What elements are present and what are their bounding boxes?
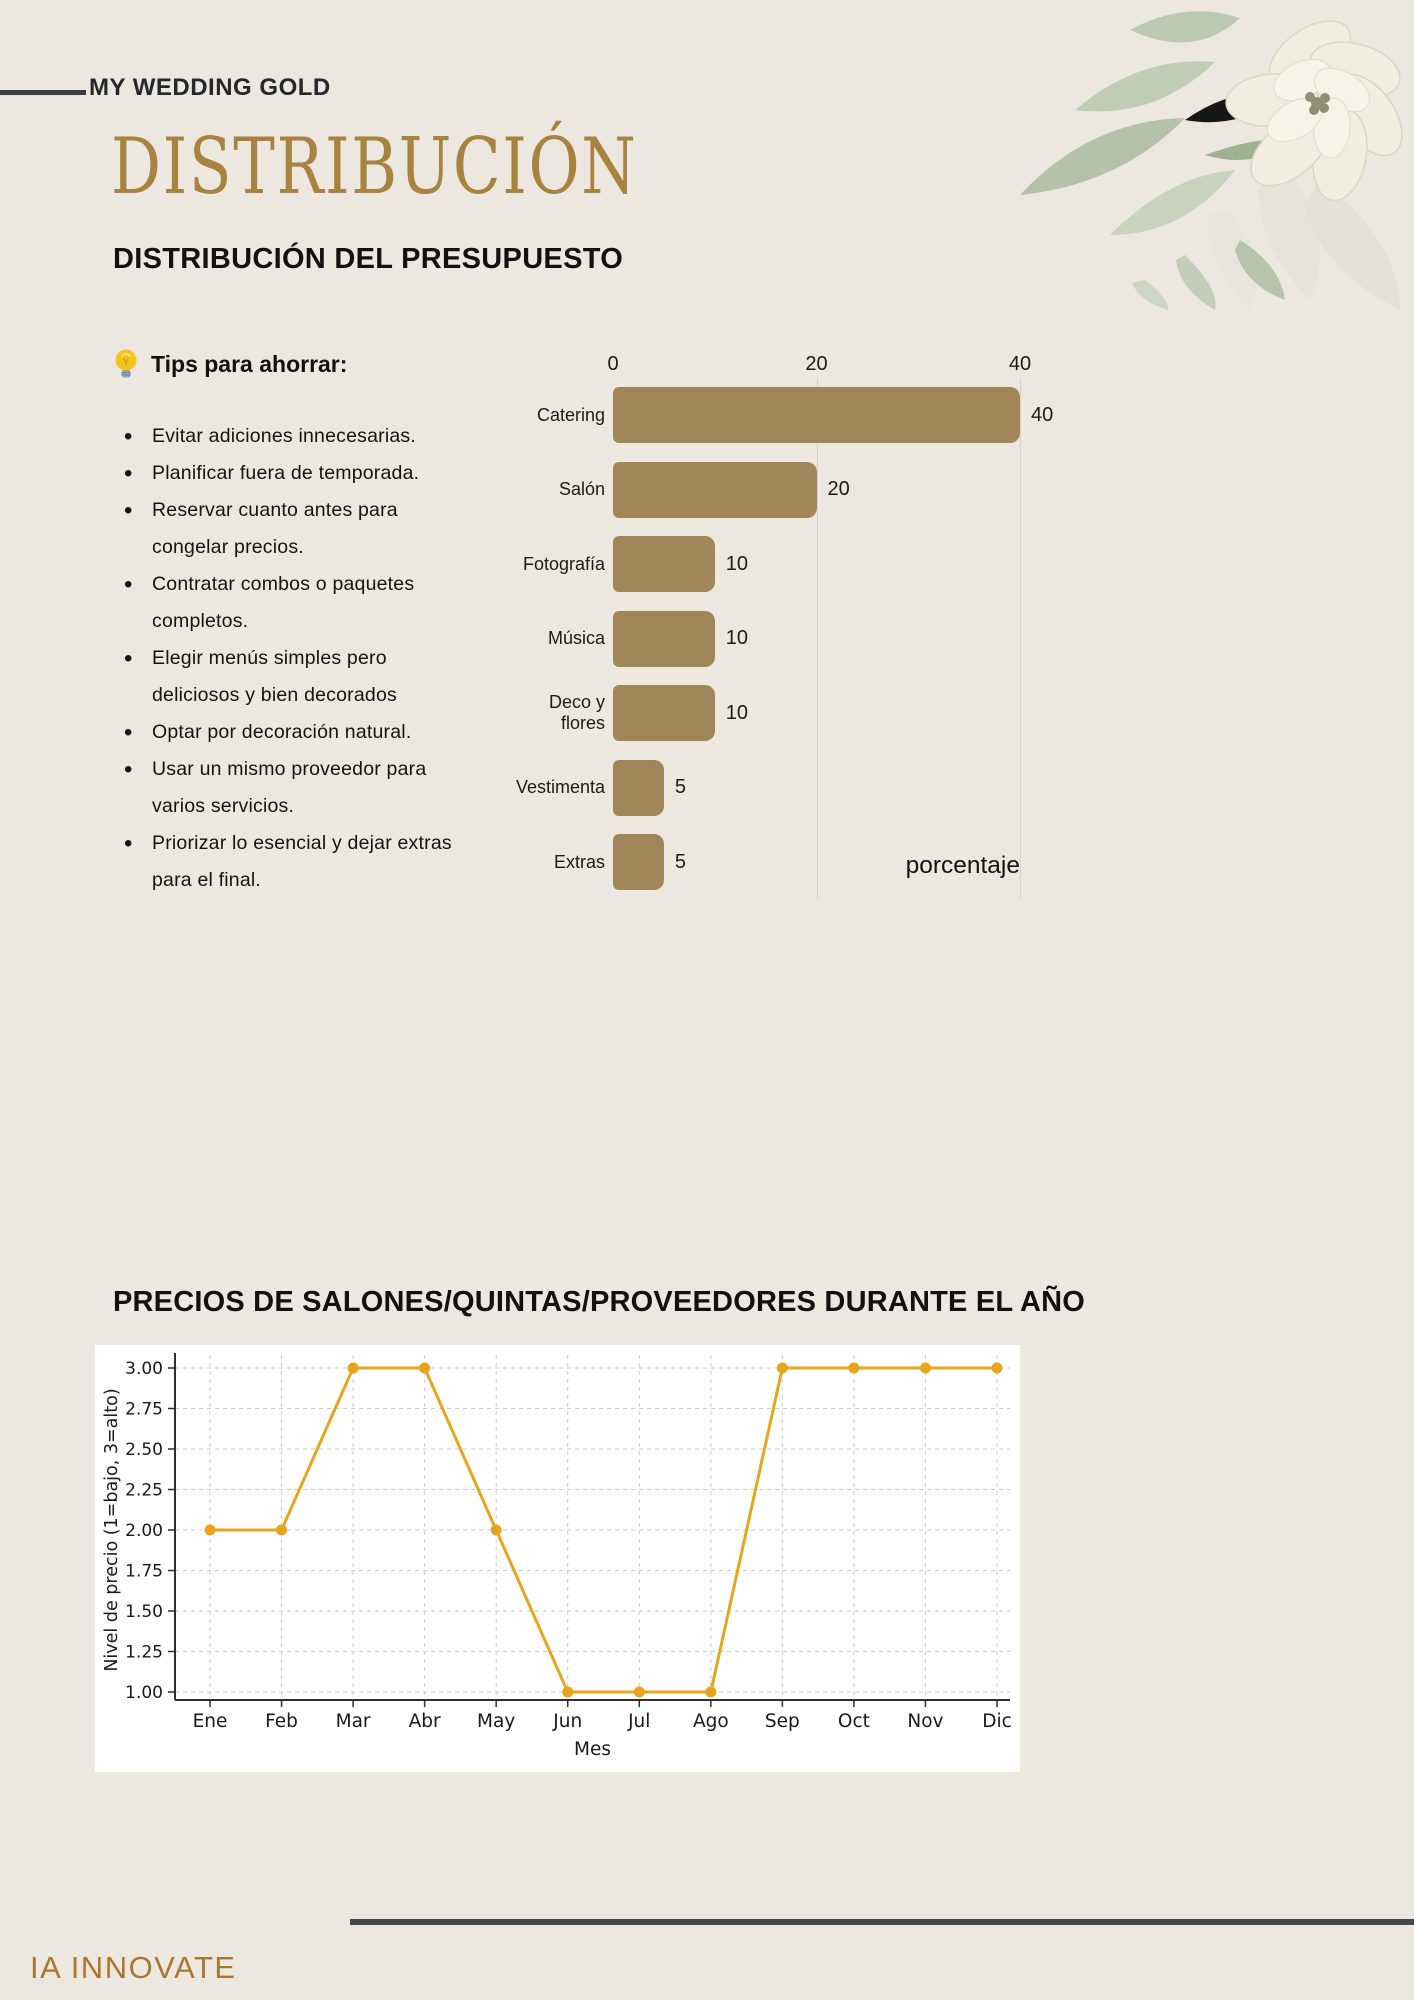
bar-value-label: 20 — [827, 478, 850, 501]
x-tick-label: Dic — [982, 1711, 1012, 1732]
bar-value-label: 10 — [725, 627, 748, 650]
bar-axis-title: porcentaje — [905, 852, 1020, 879]
data-point — [919, 1362, 931, 1374]
bar — [613, 834, 664, 891]
bar-category-label: Deco y flores — [548, 692, 605, 734]
header-rule — [0, 90, 86, 95]
x-tick-label: Jun — [552, 1711, 582, 1732]
bar-category-label: Vestimenta — [515, 777, 605, 798]
bar-row: Salón 20 — [505, 453, 1070, 528]
y-tick-label: 1.50 — [125, 1602, 163, 1622]
bar — [613, 685, 715, 742]
x-tick-label: Ene — [193, 1711, 228, 1732]
y-tick-label: 2.50 — [125, 1440, 163, 1460]
lightbulb-icon — [115, 349, 137, 378]
bar-gridline — [1020, 378, 1021, 900]
floral-decoration — [1020, 11, 1403, 310]
bar-category-label: Fotografía — [522, 553, 605, 574]
y-tick-label: 2.00 — [125, 1521, 163, 1541]
bar-category-label: Catering — [536, 404, 605, 425]
price-line-chart-panel: 1.00 1.25 1.50 1.75 2.00 2.25 2.50 2.75 3.00 Ene F… — [95, 1345, 1020, 1772]
section-title: PRECIOS DE SALONES/QUINTAS/PROVEEDORES D… — [113, 1286, 1086, 1318]
bar-value-label: 40 — [1031, 403, 1054, 426]
tip-item: Priorizar lo esencial y dejar extras par… — [122, 825, 470, 899]
y-tick-label: 2.75 — [125, 1400, 163, 1420]
x-tick-label: Abr — [409, 1711, 441, 1732]
y-tick-label: 1.75 — [125, 1562, 163, 1582]
x-tick-label: Jul — [627, 1711, 650, 1732]
tip-item: Usar un mismo proveedor para varios serv… — [122, 751, 470, 825]
bar-category-label: Salón — [558, 479, 605, 500]
bar — [613, 759, 664, 816]
x-tick-label: Ago — [693, 1711, 729, 1732]
x-tick-label: Nov — [907, 1711, 943, 1732]
bar — [613, 536, 715, 593]
page-title: DISTRIBUCIÓN — [111, 122, 638, 212]
bar — [613, 461, 817, 518]
bar-row: Deco y flores 10 — [505, 676, 1070, 751]
bar-category-label: Música — [547, 628, 605, 649]
bar-row: Extras 5 — [505, 825, 1070, 900]
tips-header: Tips para ahorrar: — [113, 348, 347, 380]
x-axis-title: Mes — [574, 1739, 611, 1760]
bar-value-label: 10 — [725, 552, 748, 575]
bar-rows: Catering 40 Salón 20 Fotografía 10 Música 10 Dec… — [505, 378, 1070, 900]
footer-rule — [350, 1919, 1414, 1925]
bar-row: Música 10 — [505, 602, 1070, 677]
bar — [613, 387, 1020, 444]
data-point — [848, 1362, 860, 1374]
data-point — [419, 1362, 431, 1374]
flower — [1225, 20, 1403, 202]
data-point — [562, 1686, 574, 1698]
data-point — [776, 1362, 788, 1374]
y-tick-label: 1.00 — [125, 1683, 163, 1703]
x-tick-label: Mar — [336, 1711, 371, 1732]
brand-text: MY WEDDING GOLD — [89, 74, 331, 101]
bar-category-label: Extras — [553, 851, 605, 872]
tip-item: Contratar combos o paquetes completos. — [122, 566, 470, 640]
data-point — [633, 1686, 645, 1698]
price-line-chart: 1.00 1.25 1.50 1.75 2.00 2.25 2.50 2.75 3.00 Ene F… — [102, 1353, 1012, 1760]
y-axis-title: Nivel de precio (1=bajo, 3=alto) — [102, 1388, 122, 1671]
x-tick-label: Feb — [265, 1711, 298, 1732]
y-tick-label: 2.25 — [125, 1481, 163, 1501]
flower-center — [1305, 92, 1330, 115]
x-tick-label: Sep — [765, 1711, 800, 1732]
bar-value-label: 10 — [725, 701, 748, 724]
bar-gridline — [816, 378, 818, 900]
data-point — [276, 1524, 288, 1536]
bar-value-label: 5 — [674, 776, 686, 799]
x-tick-label: Oct — [838, 1711, 870, 1732]
data-point — [991, 1362, 1003, 1374]
x-tick-label: May — [477, 1711, 515, 1732]
tips-list: Evitar adiciones innecesarias.Planificar… — [122, 418, 470, 899]
bar-value-label: 5 — [674, 850, 686, 873]
data-point — [490, 1524, 502, 1536]
tip-item: Reservar cuanto antes para congelar prec… — [122, 492, 470, 566]
footer-brand: IA INNOVATE — [30, 1950, 237, 1985]
tip-item: Optar por decoración natural. — [122, 714, 470, 751]
tips-heading: Tips para ahorrar: — [151, 350, 348, 377]
bar-row: Catering 40 — [505, 378, 1070, 453]
bar-row: Vestimenta 5 — [505, 751, 1070, 826]
tip-item: Elegir menús simples pero deliciosos y b… — [122, 640, 470, 714]
series-line — [208, 1366, 999, 1694]
y-tick-label: 1.25 — [125, 1643, 163, 1663]
tip-item: Planificar fuera de temporada. — [122, 455, 470, 492]
bar-x-tick-label: 20 — [805, 353, 828, 375]
pale-leaves — [1207, 160, 1400, 310]
data-point — [204, 1524, 216, 1536]
bar-x-tick-label: 40 — [1008, 353, 1032, 375]
data-point — [347, 1362, 359, 1374]
bar — [613, 610, 715, 667]
page-subtitle: DISTRIBUCIÓN DEL PRESUPUESTO — [113, 243, 624, 275]
y-tick-label: 3.00 — [125, 1359, 163, 1379]
bar-row: Fotografía 10 — [505, 527, 1070, 602]
tip-item: Evitar adiciones innecesarias. — [122, 418, 470, 455]
data-point — [705, 1686, 717, 1698]
budget-bar-chart: 0 20 40 Catering 40 Salón 20 Fotografía 10 Música… — [505, 352, 1070, 922]
bar-x-tick-label: 0 — [607, 353, 619, 375]
